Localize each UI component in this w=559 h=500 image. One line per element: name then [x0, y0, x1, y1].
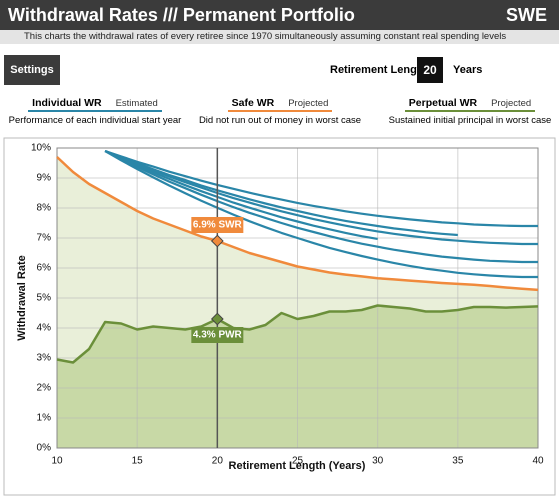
y-axis-label: Withdrawal Rate [16, 255, 28, 340]
x-axis-label: Retirement Length (Years) [229, 460, 366, 472]
legend-description: Did not run out of money in worst case [198, 115, 362, 126]
subtitle: This charts the withdrawal rates of ever… [0, 30, 559, 44]
control-label: Retirement Length [330, 64, 428, 76]
x-tick-label: 25 [292, 456, 304, 467]
badge: SWE [505, 5, 547, 25]
marker [210, 234, 224, 248]
legend-tag: Projected [288, 98, 329, 109]
settings-button[interactable]: Settings [4, 55, 60, 85]
x-tick-label: 10 [51, 456, 63, 467]
line [104, 150, 538, 264]
x-tick-label: 35 [452, 456, 464, 467]
line [104, 150, 378, 240]
legend-tag: Estimated [115, 98, 158, 109]
annotation-box [191, 327, 244, 343]
legend-name: Safe WR [231, 97, 275, 109]
annotation-label: 4.3% PWR [193, 330, 243, 341]
legend-item: Safe WR Projected Did not run out of money… [185, 97, 375, 126]
control-unit: Years [453, 64, 483, 76]
line [104, 150, 538, 279]
x-tick-label: 40 [532, 456, 544, 467]
y-tick-label: 4% [37, 323, 52, 334]
line [104, 149, 458, 237]
legend-key: Individual WR Estimated [28, 97, 162, 112]
marker [210, 312, 224, 326]
legend-item: Individual WR Estimated Performance of eac… [0, 97, 190, 126]
x-tick-label: 30 [372, 456, 384, 467]
legend-tag: Projected [491, 98, 532, 109]
plot-border [56, 147, 539, 449]
line [104, 149, 538, 228]
y-tick-label: 9% [37, 173, 52, 184]
legend-name: Perpetual WR [408, 97, 478, 109]
y-tick-label: 6% [37, 263, 52, 274]
legend-item: Perpetual WR Projected Sustained initial p… [375, 97, 559, 126]
y-tick-label: 3% [37, 353, 52, 364]
legend-key: Safe WR Projected [227, 97, 333, 112]
y-tick-label: 8% [37, 203, 52, 214]
line [56, 156, 539, 292]
header: Withdrawal Rates /// Permanent Portfolio… [0, 0, 559, 30]
legend-description: Sustained initial principal in worst cas… [388, 115, 552, 126]
y-tick-label: 7% [37, 233, 52, 244]
x-tick-label: 15 [132, 456, 144, 467]
x-tick-label: 20 [212, 456, 224, 467]
control-value[interactable]: 20 [417, 57, 443, 83]
line [56, 304, 539, 364]
legend-key: Perpetual WR Projected [404, 97, 536, 112]
y-tick-label: 1% [37, 413, 52, 424]
y-tick-label: 0% [37, 443, 52, 454]
legend-name: Individual WR [32, 97, 102, 109]
y-tick-label: 5% [37, 293, 52, 304]
legend-description: Performance of each individual start yea… [8, 115, 182, 126]
y-tick-label: 2% [37, 383, 52, 394]
y-tick-label: 10% [31, 143, 51, 154]
annotation-label: 6.9% SWR [193, 220, 243, 231]
annotation-box [191, 217, 244, 233]
title: Withdrawal Rates /// Permanent Portfolio [8, 5, 355, 25]
line [104, 149, 538, 246]
